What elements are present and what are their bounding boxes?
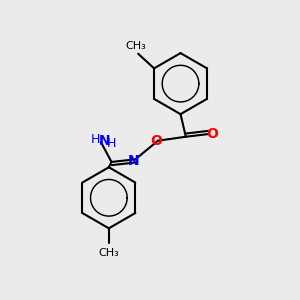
Text: H: H bbox=[90, 133, 100, 146]
Text: CH₃: CH₃ bbox=[98, 248, 119, 258]
Text: O: O bbox=[151, 134, 163, 148]
Text: N: N bbox=[128, 154, 140, 168]
Text: H: H bbox=[106, 137, 116, 150]
Text: N: N bbox=[98, 134, 110, 148]
Text: CH₃: CH₃ bbox=[125, 41, 146, 51]
Text: O: O bbox=[207, 127, 219, 141]
